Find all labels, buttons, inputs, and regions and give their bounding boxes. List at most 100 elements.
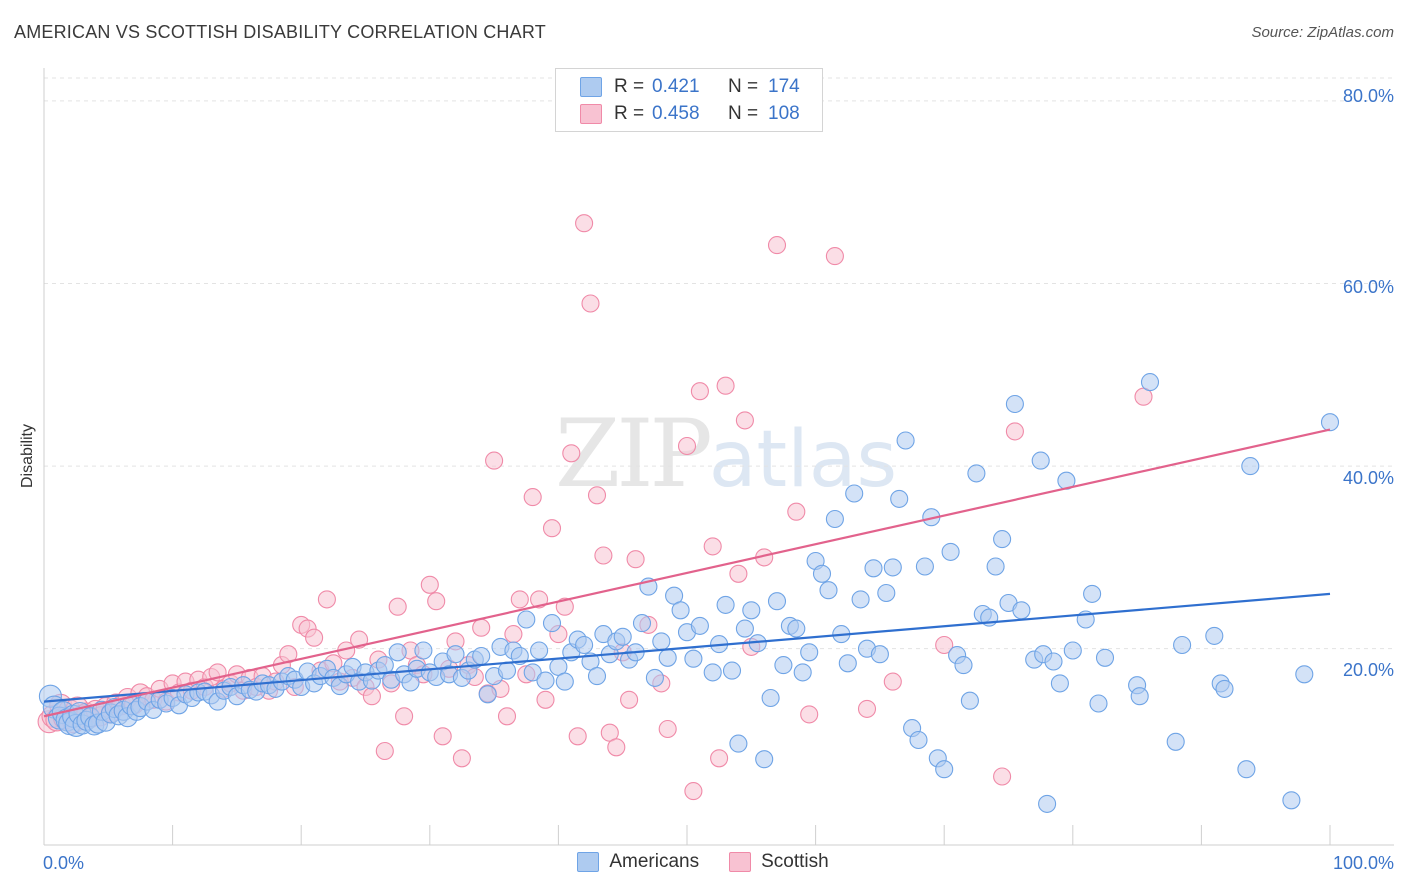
american-point — [1237, 760, 1256, 779]
scottish-point — [677, 436, 697, 456]
scottish-point — [375, 741, 394, 761]
american-point — [446, 645, 465, 664]
american-point — [1089, 694, 1108, 713]
american-point — [941, 542, 960, 561]
n-label: N = — [728, 76, 759, 97]
scottish-point — [433, 727, 452, 746]
scottish-point — [562, 444, 581, 463]
correlation-legend: R = 0.421 N = 174 R = 0.458 N = 108 — [555, 68, 823, 132]
american-point — [1241, 457, 1260, 476]
n-value-americans: 174 — [768, 76, 800, 97]
american-point — [716, 595, 735, 614]
scottish-legend-swatch — [729, 852, 752, 872]
scottish-point — [716, 376, 735, 395]
american-point — [536, 671, 555, 690]
american-point — [1166, 732, 1185, 751]
scottish-point — [350, 630, 369, 649]
scottish-point — [1005, 422, 1024, 441]
american-point — [800, 643, 819, 662]
american-point — [1215, 679, 1234, 698]
american-point — [761, 688, 780, 708]
scottish-point — [607, 738, 626, 757]
legend-row-americans: R = 0.421 N = 174 — [580, 75, 800, 99]
scottish-point — [388, 597, 407, 616]
american-point — [767, 592, 787, 611]
american-point — [510, 646, 529, 666]
legend-item-americans[interactable]: Americans — [577, 851, 699, 873]
american-point — [864, 559, 883, 578]
american-point — [729, 734, 748, 753]
trend-lines — [43, 428, 1331, 718]
scottish-point — [530, 590, 549, 609]
american-point — [587, 667, 607, 686]
american-point — [523, 663, 542, 682]
american-point — [1095, 648, 1115, 667]
american-point — [819, 581, 838, 600]
r-value-americans: 0.421 — [652, 76, 700, 97]
scottish-point — [594, 546, 613, 565]
y-tick-label-60: 60.0% — [1342, 277, 1394, 297]
american-point — [735, 619, 754, 638]
american-point — [658, 648, 677, 667]
american-point — [755, 750, 774, 769]
american-point — [909, 730, 928, 750]
american-point — [812, 564, 832, 583]
scottish-point — [883, 672, 902, 691]
scottish-legend-label: Scottish — [761, 851, 829, 872]
scottish-point — [684, 782, 703, 801]
scottish-point — [587, 486, 607, 505]
american-point — [896, 431, 915, 450]
american-point — [774, 656, 793, 675]
americans-legend-swatch — [577, 852, 600, 872]
american-point — [1031, 451, 1050, 470]
scottish-point — [395, 707, 414, 726]
scottish-point — [536, 690, 555, 709]
american-point — [870, 645, 889, 664]
r-label: R = — [614, 76, 645, 97]
scottish-point — [305, 628, 324, 647]
scottish-point — [452, 749, 471, 768]
watermark: ZIPatlas — [555, 400, 897, 509]
r-value-scottish: 0.458 — [652, 103, 700, 124]
american-point — [838, 654, 857, 673]
scottish-point — [523, 488, 542, 507]
american-point — [472, 646, 491, 666]
american-point — [1012, 601, 1031, 620]
american-point — [845, 484, 864, 503]
american-point — [530, 641, 549, 660]
x-tick-label-min: 0.0% — [43, 853, 85, 873]
american-point — [851, 590, 870, 609]
american-point — [684, 649, 703, 668]
american-point — [613, 627, 632, 646]
scottish-point — [800, 705, 819, 724]
american-point — [517, 610, 536, 629]
american-point — [1050, 674, 1069, 693]
scottish-point — [581, 294, 600, 313]
scottish-point — [710, 749, 729, 768]
scottish-point — [993, 767, 1012, 786]
grid-lines — [44, 77, 1394, 650]
y-tick-label-20: 20.0% — [1342, 660, 1394, 680]
series-legend: Americans Scottish — [0, 851, 1406, 873]
scottish-point — [825, 247, 844, 266]
american-point — [890, 489, 909, 508]
scottish-swatch — [580, 104, 602, 124]
scottish-point — [362, 687, 381, 706]
american-point — [883, 558, 902, 577]
watermark-atlas: atlas — [708, 415, 898, 505]
american-point — [986, 557, 1005, 576]
american-point — [787, 619, 806, 638]
y-tick-label-40: 40.0% — [1342, 468, 1394, 488]
american-point — [1038, 794, 1057, 813]
american-point — [967, 464, 986, 483]
scottish-point — [935, 635, 954, 655]
american-point — [1063, 641, 1082, 660]
american-point — [542, 614, 562, 633]
american-point — [935, 760, 954, 779]
legend-row-scottish: R = 0.458 N = 108 — [580, 102, 800, 126]
scottish-trend-line — [43, 428, 1331, 718]
legend-item-scottish[interactable]: Scottish — [729, 851, 829, 873]
axes — [43, 68, 1394, 846]
american-point — [825, 509, 844, 529]
